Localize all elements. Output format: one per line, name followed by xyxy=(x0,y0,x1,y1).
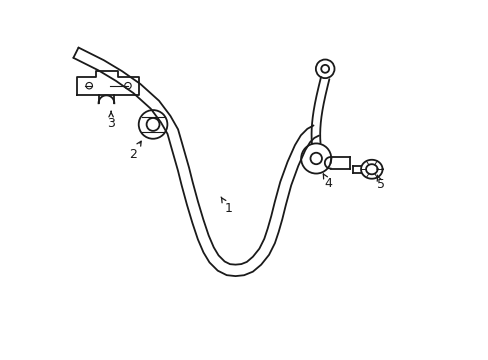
Text: 1: 1 xyxy=(221,197,232,215)
Text: 4: 4 xyxy=(323,174,332,190)
Text: 5: 5 xyxy=(376,175,384,191)
Text: 2: 2 xyxy=(128,141,141,161)
Text: 3: 3 xyxy=(107,111,115,130)
